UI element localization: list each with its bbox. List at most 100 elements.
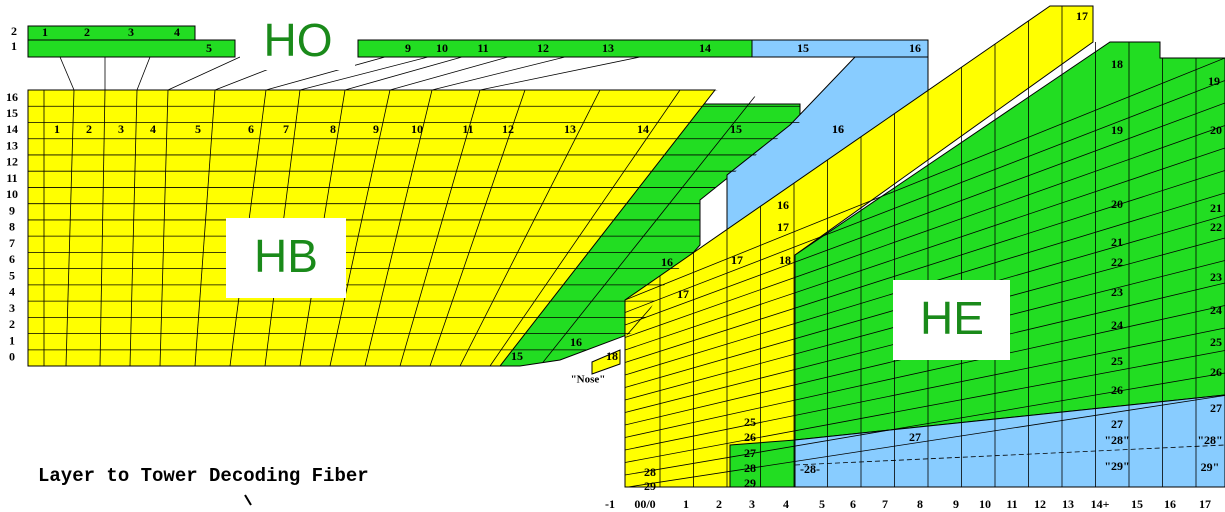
tower-axis-label: 4 — [783, 497, 789, 511]
hb-tower-label: 4 — [150, 122, 156, 136]
he-tower-label: 18 — [1111, 57, 1123, 71]
he-tower-label: 21 — [1210, 201, 1222, 215]
hb-layer-label: 7 — [9, 236, 15, 250]
ho-link-line — [168, 57, 240, 90]
hb-layer-label: 16 — [6, 90, 18, 104]
hb-layer-label: 3 — [9, 301, 15, 315]
ho-tower-label: 9 — [405, 41, 411, 55]
tower-label: 18 — [779, 253, 791, 267]
tower-label: 16 — [661, 255, 673, 269]
hb-layer-label: 13 — [6, 138, 18, 152]
he-tower-label: 21 — [1111, 235, 1123, 249]
ho-bottom-row-a — [28, 40, 235, 57]
tower-label: 27 — [909, 430, 921, 444]
he-tower-label: 19 — [1111, 123, 1123, 137]
hb-tower-label: 15 — [730, 122, 742, 136]
he-tower-label: 24 — [1210, 303, 1222, 317]
he-tower-label: 27 — [744, 446, 756, 460]
ho-label: HO — [264, 14, 333, 66]
ho-tower-label: 1 — [42, 25, 48, 39]
he-green-low — [730, 440, 795, 487]
he-tower-label: 28 — [744, 461, 756, 475]
ho-tower-label: 4 — [174, 25, 180, 39]
tower-label: -28- — [800, 462, 820, 476]
ho-layer-label: 2 — [11, 24, 17, 38]
he-tower-label: 23 — [1210, 270, 1222, 284]
hb-layer-label: 14 — [6, 122, 18, 136]
hb-tower-label: 11 — [462, 122, 473, 136]
hb-tower-label: 3 — [118, 122, 124, 136]
nose-label: "Nose" — [571, 374, 606, 386]
ho-bottom-row-b — [358, 40, 752, 57]
he-tower-label: 22 — [1111, 255, 1123, 269]
he-label: HE — [920, 292, 984, 344]
he-tower-label: 20 — [1210, 123, 1222, 137]
hb-layer-label: 10 — [6, 187, 18, 201]
tower-axis-label: 14+ — [1091, 497, 1110, 511]
hb-layer-label: 0 — [9, 350, 15, 364]
ho-tower-label: 15 — [797, 41, 809, 55]
he-tower-label: 26 — [744, 430, 756, 444]
he-tower-label: 20 — [1111, 197, 1123, 211]
tower-label: 16 — [570, 335, 582, 349]
ho-tower-label: 3 — [128, 25, 134, 39]
tower-axis-label: 16 — [1164, 497, 1176, 511]
ho-tower-label: 13 — [602, 41, 614, 55]
ho-tower-label: 10 — [436, 41, 448, 55]
diagram: HO HB HE Layer to Tower Decoding Fiber "… — [0, 0, 1225, 512]
he-tower-label: 25 — [1111, 354, 1123, 368]
tower-axis-label: -1 — [605, 497, 615, 511]
hb-layer-label: 1 — [9, 333, 15, 347]
hb-tower-label: 10 — [411, 122, 423, 136]
hb-tower-label: 6 — [248, 122, 254, 136]
tower-axis-label: 8 — [917, 497, 923, 511]
ho-top-row — [28, 26, 195, 40]
he-tower-label: "28" — [1197, 433, 1222, 447]
hb-tower-label: 12 — [502, 122, 514, 136]
hb-layer-label: 2 — [9, 317, 15, 331]
hb-layer-label: 6 — [9, 252, 15, 266]
hb-tower-label: 8 — [330, 122, 336, 136]
ho-link-line — [480, 57, 640, 90]
he-tower-label: 19 — [1208, 74, 1220, 88]
he-tower-label: 29 — [744, 476, 756, 490]
tower-label: 17 — [1076, 9, 1088, 23]
tower-axis-label: 00/0 — [634, 497, 655, 511]
he-tower-label: 29 — [644, 479, 656, 493]
ho-tower-label: 11 — [477, 41, 488, 55]
ho-tower-label: 2 — [84, 25, 90, 39]
tower-axis-label: 1 — [683, 497, 689, 511]
page: HO HB HE Layer to Tower Decoding Fiber "… — [0, 0, 1225, 512]
ho-blue — [752, 40, 928, 57]
tower-label: 17 — [777, 220, 789, 234]
tower-axis-label: 17 — [1199, 497, 1211, 511]
he-tower-label: 27 — [1111, 417, 1123, 431]
hb-tower-label: 5 — [195, 122, 201, 136]
tower-label: 17 — [677, 287, 689, 301]
tower-axis-label: 10 — [979, 497, 991, 511]
he-tower-label: 26 — [1210, 365, 1222, 379]
hb-tower-label: 2 — [86, 122, 92, 136]
tower-label: 16 — [832, 122, 844, 136]
he-tower-label: "28" — [1104, 433, 1129, 447]
he-tower-label: 24 — [1111, 318, 1123, 332]
he-tower-label: 25 — [1210, 335, 1222, 349]
ho-tower-label: 5 — [206, 41, 212, 55]
tower-axis-label: 9 — [953, 497, 959, 511]
hb-layer-label: 4 — [9, 285, 15, 299]
hb-tower-label: 7 — [283, 122, 289, 136]
hb-tower-label: 14 — [637, 122, 649, 136]
tower-axis-label: 7 — [882, 497, 888, 511]
tower-label: 16 — [777, 198, 789, 212]
he-tower-label: 25 — [744, 415, 756, 429]
caption: Layer to Tower Decoding Fiber — [38, 465, 369, 487]
hb-tower-label: 9 — [373, 122, 379, 136]
tower-axis-label: 5 — [819, 497, 825, 511]
ho-tower-label: 14 — [699, 41, 711, 55]
tower-axis-label: 15 — [1131, 497, 1143, 511]
ho-tower-label: 16 — [909, 41, 921, 55]
he-tower-label: 29" — [1201, 460, 1220, 474]
ho-tower-label: 12 — [537, 41, 549, 55]
tower-axis-label: 2 — [716, 497, 722, 511]
ho-link-line — [60, 57, 74, 90]
